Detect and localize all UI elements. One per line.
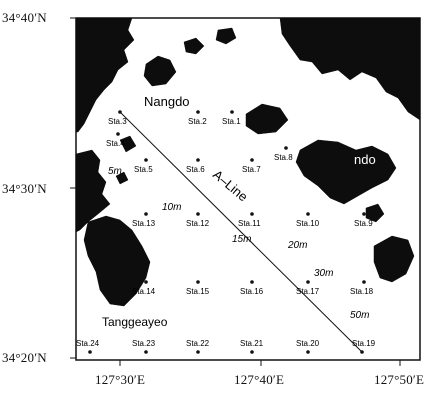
station-label-19: Sta.19 (352, 339, 376, 348)
station-label-10: Sta.10 (296, 219, 320, 228)
station-dot-1 (230, 110, 234, 114)
station-label-21: Sta.21 (240, 339, 264, 348)
station-label-17: Sta.17 (296, 287, 320, 296)
station-dot-10 (306, 212, 310, 216)
lon-label-127-40: 127°40′E (234, 372, 285, 387)
station-dot-9 (362, 212, 366, 216)
lat-label-34-30: 34°30′N (2, 181, 47, 196)
island-small-north-1 (183, 37, 205, 55)
island-ndo (295, 139, 397, 205)
land-masses (75, 17, 421, 307)
station-dot-18 (362, 280, 366, 284)
station-label-11: Sta.11 (238, 219, 261, 228)
lat-label-34-20: 34°20′N (2, 350, 47, 365)
lon-label-127-30: 127°30′E (95, 372, 146, 387)
lat-label-34-40: 34°40′N (2, 10, 47, 25)
island-small-north-2 (215, 27, 237, 45)
station-markers: Sta.1 Sta.2 Sta.3 Sta.4 Sta.5 Sta.6 Sta.7 Sta.8… (76, 110, 376, 354)
station-dot-5 (144, 158, 148, 162)
station-dot-4 (116, 132, 120, 136)
station-label-15: Sta.15 (186, 287, 210, 296)
island-nangdo (143, 55, 177, 87)
station-dot-6 (196, 158, 200, 162)
station-label-2: Sta.2 (188, 117, 207, 126)
station-label-6: Sta.6 (186, 165, 205, 174)
island-east-1 (245, 103, 289, 135)
mainland-northwest (75, 17, 135, 133)
island-sor (373, 235, 415, 283)
station-dot-13 (144, 212, 148, 216)
station-dot-7 (250, 158, 254, 162)
mainland-west (75, 149, 111, 233)
station-dot-24 (88, 350, 92, 354)
place-sor: Sor (352, 262, 373, 277)
station-label-18: Sta.18 (350, 287, 374, 296)
station-dot-14 (144, 280, 148, 284)
station-dot-3 (118, 110, 122, 114)
depth-label-50m: 50m (350, 310, 369, 321)
mainland-northeast (279, 17, 421, 121)
station-dot-2 (196, 110, 200, 114)
station-label-12: Sta.12 (186, 219, 210, 228)
station-dot-15 (196, 280, 200, 284)
depth-label-20m: 20m (287, 240, 307, 251)
station-label-14: Sta.14 (132, 287, 156, 296)
station-dot-22 (196, 350, 200, 354)
station-dot-11 (250, 212, 254, 216)
station-dot-20 (306, 350, 310, 354)
a-line-transect (119, 111, 363, 353)
station-label-1: Sta.1 (222, 117, 241, 126)
station-dot-21 (250, 350, 254, 354)
island-southwest-large (83, 215, 151, 307)
station-dot-16 (250, 280, 254, 284)
station-label-3: Sta.3 (108, 117, 127, 126)
station-label-7: Sta.7 (242, 165, 261, 174)
station-dot-23 (144, 350, 148, 354)
station-dot-19 (360, 350, 364, 354)
depth-label-10m: 10m (162, 202, 181, 213)
island-east-small (365, 203, 385, 223)
station-dot-17 (306, 280, 310, 284)
station-label-23: Sta.23 (132, 339, 156, 348)
station-dot-12 (196, 212, 200, 216)
station-label-13: Sta.13 (132, 219, 156, 228)
place-nangdo: Nangdo (144, 94, 190, 109)
station-label-16: Sta.16 (240, 287, 264, 296)
station-label-24: Sta.24 (76, 339, 100, 348)
station-label-9: Sta.9 (354, 219, 373, 228)
island-small-west-2 (115, 171, 129, 185)
depth-label-15m: 15m (232, 234, 251, 245)
island-small-west-1 (119, 135, 137, 153)
depth-label-5m: 5m (108, 166, 122, 177)
station-label-22: Sta.22 (186, 339, 210, 348)
frame-ticks (70, 17, 401, 366)
station-label-20: Sta.20 (296, 339, 320, 348)
station-dot-8 (284, 146, 288, 150)
place-tanggeayeo: Tanggeayeo (102, 315, 168, 329)
station-label-8: Sta.8 (274, 153, 293, 162)
depth-labels: 5m 10m 15m 20m 30m 50m (108, 166, 369, 321)
lon-label-127-50: 127°50′E (374, 372, 425, 387)
station-label-5: Sta.5 (134, 165, 153, 174)
station-label-4: Sta.4 (106, 139, 125, 148)
place-ndo: ndo (354, 152, 376, 167)
depth-label-30m: 30m (314, 268, 333, 279)
